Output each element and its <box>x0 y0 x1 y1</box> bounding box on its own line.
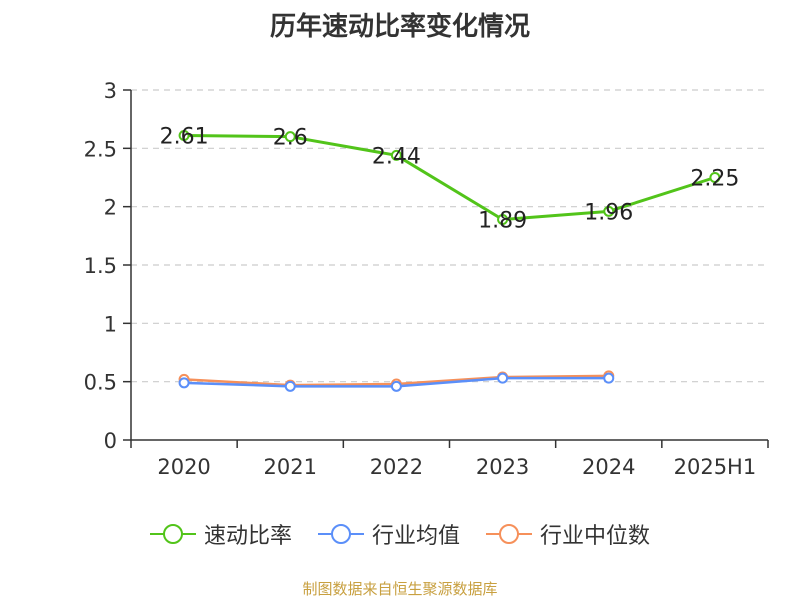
legend: 速动比率 行业均值 行业中位数 <box>0 518 800 550</box>
legend-label: 行业中位数 <box>540 524 651 549</box>
x-tick-label: 2023 <box>476 455 529 479</box>
legend-marker-icon <box>486 521 532 547</box>
data-point <box>497 372 509 384</box>
grid-lines <box>131 89 768 383</box>
y-tick-label: 0 <box>104 429 117 453</box>
data-point <box>603 372 615 384</box>
data-label: 2.44 <box>372 144 421 169</box>
x-tick-label: 2021 <box>264 455 317 479</box>
x-tick-label: 2020 <box>157 455 210 479</box>
data-label: 2.61 <box>160 125 209 150</box>
x-tick-label: 2025H1 <box>674 455 757 479</box>
data-labels: 2.61 2.6 2.44 1.89 1.96 2.25 <box>160 125 740 234</box>
y-tick-label: 2 <box>104 196 117 220</box>
data-point <box>390 149 402 161</box>
y-tick-label: 3 <box>104 79 117 103</box>
axes: 0 0.5 1 1.5 2 2.5 3 2020 2021 2022 2023 2024 2025H1 <box>84 79 769 479</box>
data-label: 1.96 <box>584 200 633 225</box>
y-tick-label: 1.5 <box>84 254 117 278</box>
y-tick-label: 0.5 <box>84 371 117 395</box>
data-point <box>709 172 721 183</box>
data-label: 1.89 <box>478 209 527 234</box>
y-tick-label: 1 <box>104 312 117 336</box>
y-tick-label: 2.5 <box>84 137 117 161</box>
legend-marker-icon <box>149 521 196 547</box>
legend-label: 行业均值 <box>371 524 460 549</box>
legend-item[interactable]: 速动比率 <box>149 518 292 550</box>
x-tick-label: 2024 <box>582 455 635 479</box>
series-line <box>184 134 716 221</box>
legend-label: 速动比率 <box>203 524 292 549</box>
data-point <box>603 205 615 217</box>
data-point <box>497 214 509 225</box>
x-tick-label: 2022 <box>370 455 423 479</box>
chart-title: 历年速动比率变化情况 <box>269 12 530 42</box>
data-point <box>284 131 296 143</box>
series-lines <box>178 130 721 392</box>
data-point <box>390 380 402 392</box>
legend-marker-icon <box>317 521 364 547</box>
data-point <box>284 380 296 392</box>
legend-item[interactable]: 行业中位数 <box>486 518 650 550</box>
legend-item[interactable]: 行业均值 <box>317 518 460 550</box>
data-point <box>178 130 190 141</box>
source-note: 制图数据来自恒生聚源数据库 <box>302 580 498 598</box>
data-label: 2.6 <box>273 126 308 151</box>
data-point <box>178 377 190 389</box>
data-label: 2.25 <box>690 167 739 192</box>
